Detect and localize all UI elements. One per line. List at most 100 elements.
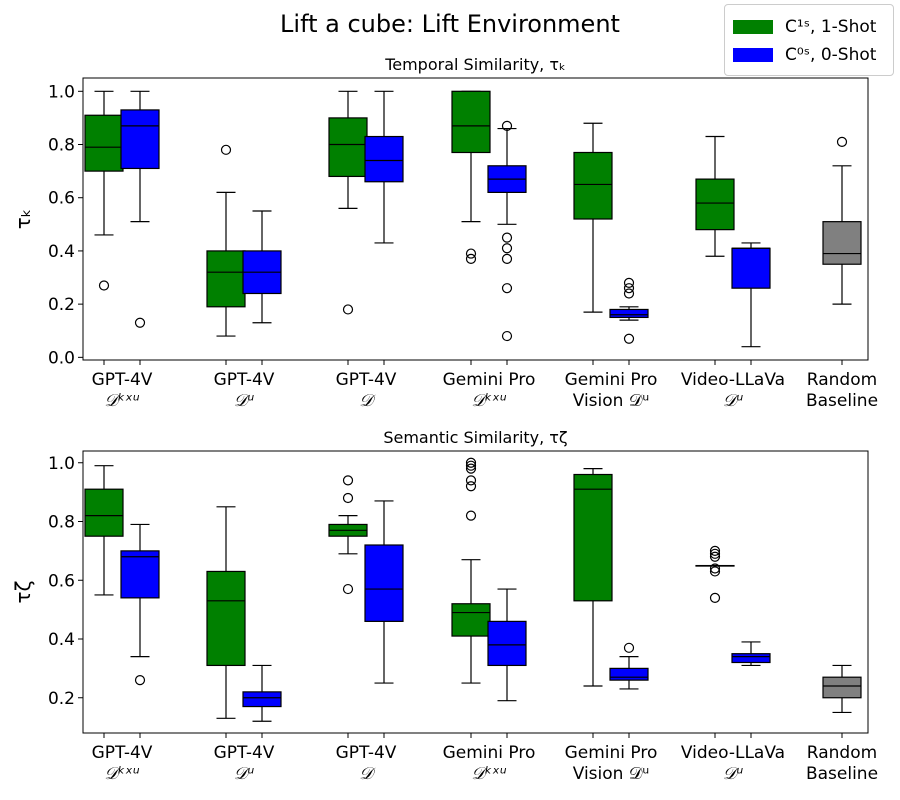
x-category-label-line1: Random xyxy=(807,370,877,390)
x-category-label-line1: Gemini Pro xyxy=(443,743,536,763)
iqr-box xyxy=(822,221,862,265)
outlier-point xyxy=(501,120,513,131)
outlier-point xyxy=(465,457,477,468)
plot-frame xyxy=(82,77,869,361)
legend-item-one-shot: C¹ˢ, 1-Shot xyxy=(733,15,876,39)
x-category-label-line2: Baseline xyxy=(806,764,878,784)
box-one_shot-0 xyxy=(84,90,124,291)
iqr-box xyxy=(328,117,368,178)
box-one_shot-0 xyxy=(84,465,124,596)
outlier-point xyxy=(98,280,110,291)
x-category-label-line2: Vision 𝒟ᵘ xyxy=(573,764,650,784)
legend: C¹ˢ, 1-Shot C⁰ˢ, 0-Shot xyxy=(724,4,894,76)
outlier-point xyxy=(623,283,635,294)
outlier-point xyxy=(623,642,635,653)
iqr-box xyxy=(242,691,282,708)
subplot-title: Temporal Similarity, τₖ xyxy=(384,55,566,74)
x-category-label-line1: Gemini Pro xyxy=(443,370,536,390)
iqr-box xyxy=(120,109,160,170)
x-category-label-line1: GPT-4V xyxy=(214,370,275,390)
outlier-point xyxy=(134,317,146,328)
box-zero_shot-0 xyxy=(120,90,160,328)
y-tick-label: 0.0 xyxy=(48,348,75,368)
box-zero_shot-3 xyxy=(487,120,527,342)
y-tick-label: 0.2 xyxy=(48,295,75,315)
x-category-label-line2: 𝒟ᵏˣᵘ xyxy=(104,764,139,784)
outlier-point xyxy=(623,333,635,344)
legend-swatch-zero-shot xyxy=(733,48,773,62)
x-category-label-line1: Video-LLaVa xyxy=(681,743,785,763)
iqr-box xyxy=(695,178,735,231)
plot-frame xyxy=(82,450,869,734)
iqr-box xyxy=(731,653,771,664)
box-zero_shot-4 xyxy=(609,642,649,690)
x-category-label-line1: GPT-4V xyxy=(92,370,153,390)
box-zero_shot-4 xyxy=(609,277,649,344)
iqr-box xyxy=(451,603,491,637)
outlier-point xyxy=(623,288,635,299)
box-zero_shot-1 xyxy=(242,210,282,324)
x-category-label-line2: 𝒟ᵏˣᵘ xyxy=(104,391,139,411)
x-category-label-line2: 𝒟ᵘ xyxy=(723,764,744,784)
iqr-box xyxy=(451,90,491,154)
y-tick-label: 0.8 xyxy=(48,513,75,533)
outlier-point xyxy=(709,551,721,562)
box-one_shot-1 xyxy=(206,144,246,337)
x-category-label-line2: 𝒟ᵏˣᵘ xyxy=(471,391,506,411)
legend-swatch-one-shot xyxy=(733,20,773,34)
box-one_shot-3 xyxy=(451,90,491,265)
x-category-label-line1: Gemini Pro xyxy=(565,743,658,763)
box-one_shot-2 xyxy=(328,475,368,595)
iqr-box xyxy=(84,114,124,172)
iqr-box xyxy=(206,570,246,667)
outlier-point xyxy=(465,510,477,521)
outlier-point xyxy=(342,583,354,595)
x-category-label-line1: Random xyxy=(807,743,877,763)
outlier-point xyxy=(709,545,721,556)
box-zero_shot-3 xyxy=(487,588,527,702)
y-axis-label: τζ xyxy=(11,581,35,604)
x-category-label-line1: GPT-4V xyxy=(214,743,275,763)
iqr-box xyxy=(731,247,771,289)
iqr-box xyxy=(487,620,527,667)
iqr-box xyxy=(364,544,404,622)
outlier-point xyxy=(836,136,848,147)
y-tick-label: 0.6 xyxy=(48,189,75,209)
legend-label-zero-shot: C⁰ˢ, 0-Shot xyxy=(785,45,877,65)
x-category-label-line1: GPT-4V xyxy=(92,743,153,763)
y-tick-label: 1.0 xyxy=(48,82,75,102)
box-one_shot-5 xyxy=(695,135,735,257)
box-one_shot-5 xyxy=(695,545,735,603)
x-category-label-line2: Baseline xyxy=(806,391,878,411)
iqr-box xyxy=(609,667,649,681)
outlier-point xyxy=(623,277,635,288)
outlier-point xyxy=(501,330,513,342)
x-category-label-line2: Vision 𝒟ᵘ xyxy=(573,391,650,411)
iqr-box xyxy=(206,250,246,308)
y-tick-label: 0.4 xyxy=(48,242,75,262)
outlier-point xyxy=(501,243,513,254)
subplot-2: Semantic Similarity, τζ τζ 0.2 0.4 0.6 0.8 1.0… xyxy=(11,428,878,784)
y-axis-label: τₖ xyxy=(11,209,35,230)
box-one_shot-3 xyxy=(451,457,491,684)
x-category-label-line1: Video-LLaVa xyxy=(681,370,785,390)
x-category-label-line2: 𝒟ᵏˣᵘ xyxy=(471,764,506,784)
x-category-label-line1: Gemini Pro xyxy=(565,370,658,390)
box-one_shot-4 xyxy=(573,122,613,313)
box-zero_shot-5 xyxy=(731,242,771,348)
subplot-title: Semantic Similarity, τζ xyxy=(383,428,567,447)
iqr-box xyxy=(822,676,862,699)
iqr-box xyxy=(364,135,404,183)
x-category-label-line2: 𝒟ᵘ xyxy=(723,391,744,411)
y-tick-label: 0.6 xyxy=(48,571,75,591)
y-tick-label: 0.4 xyxy=(48,630,75,650)
outlier-point xyxy=(709,563,721,574)
outlier-point xyxy=(465,475,477,486)
outlier-point xyxy=(465,463,477,474)
outlier-point xyxy=(709,548,721,559)
x-category-label-line2: 𝒟 xyxy=(359,391,376,411)
x-category-label-line2: 𝒟ᵘ xyxy=(234,391,255,411)
outlier-point xyxy=(342,492,354,504)
iqr-box xyxy=(609,308,649,319)
